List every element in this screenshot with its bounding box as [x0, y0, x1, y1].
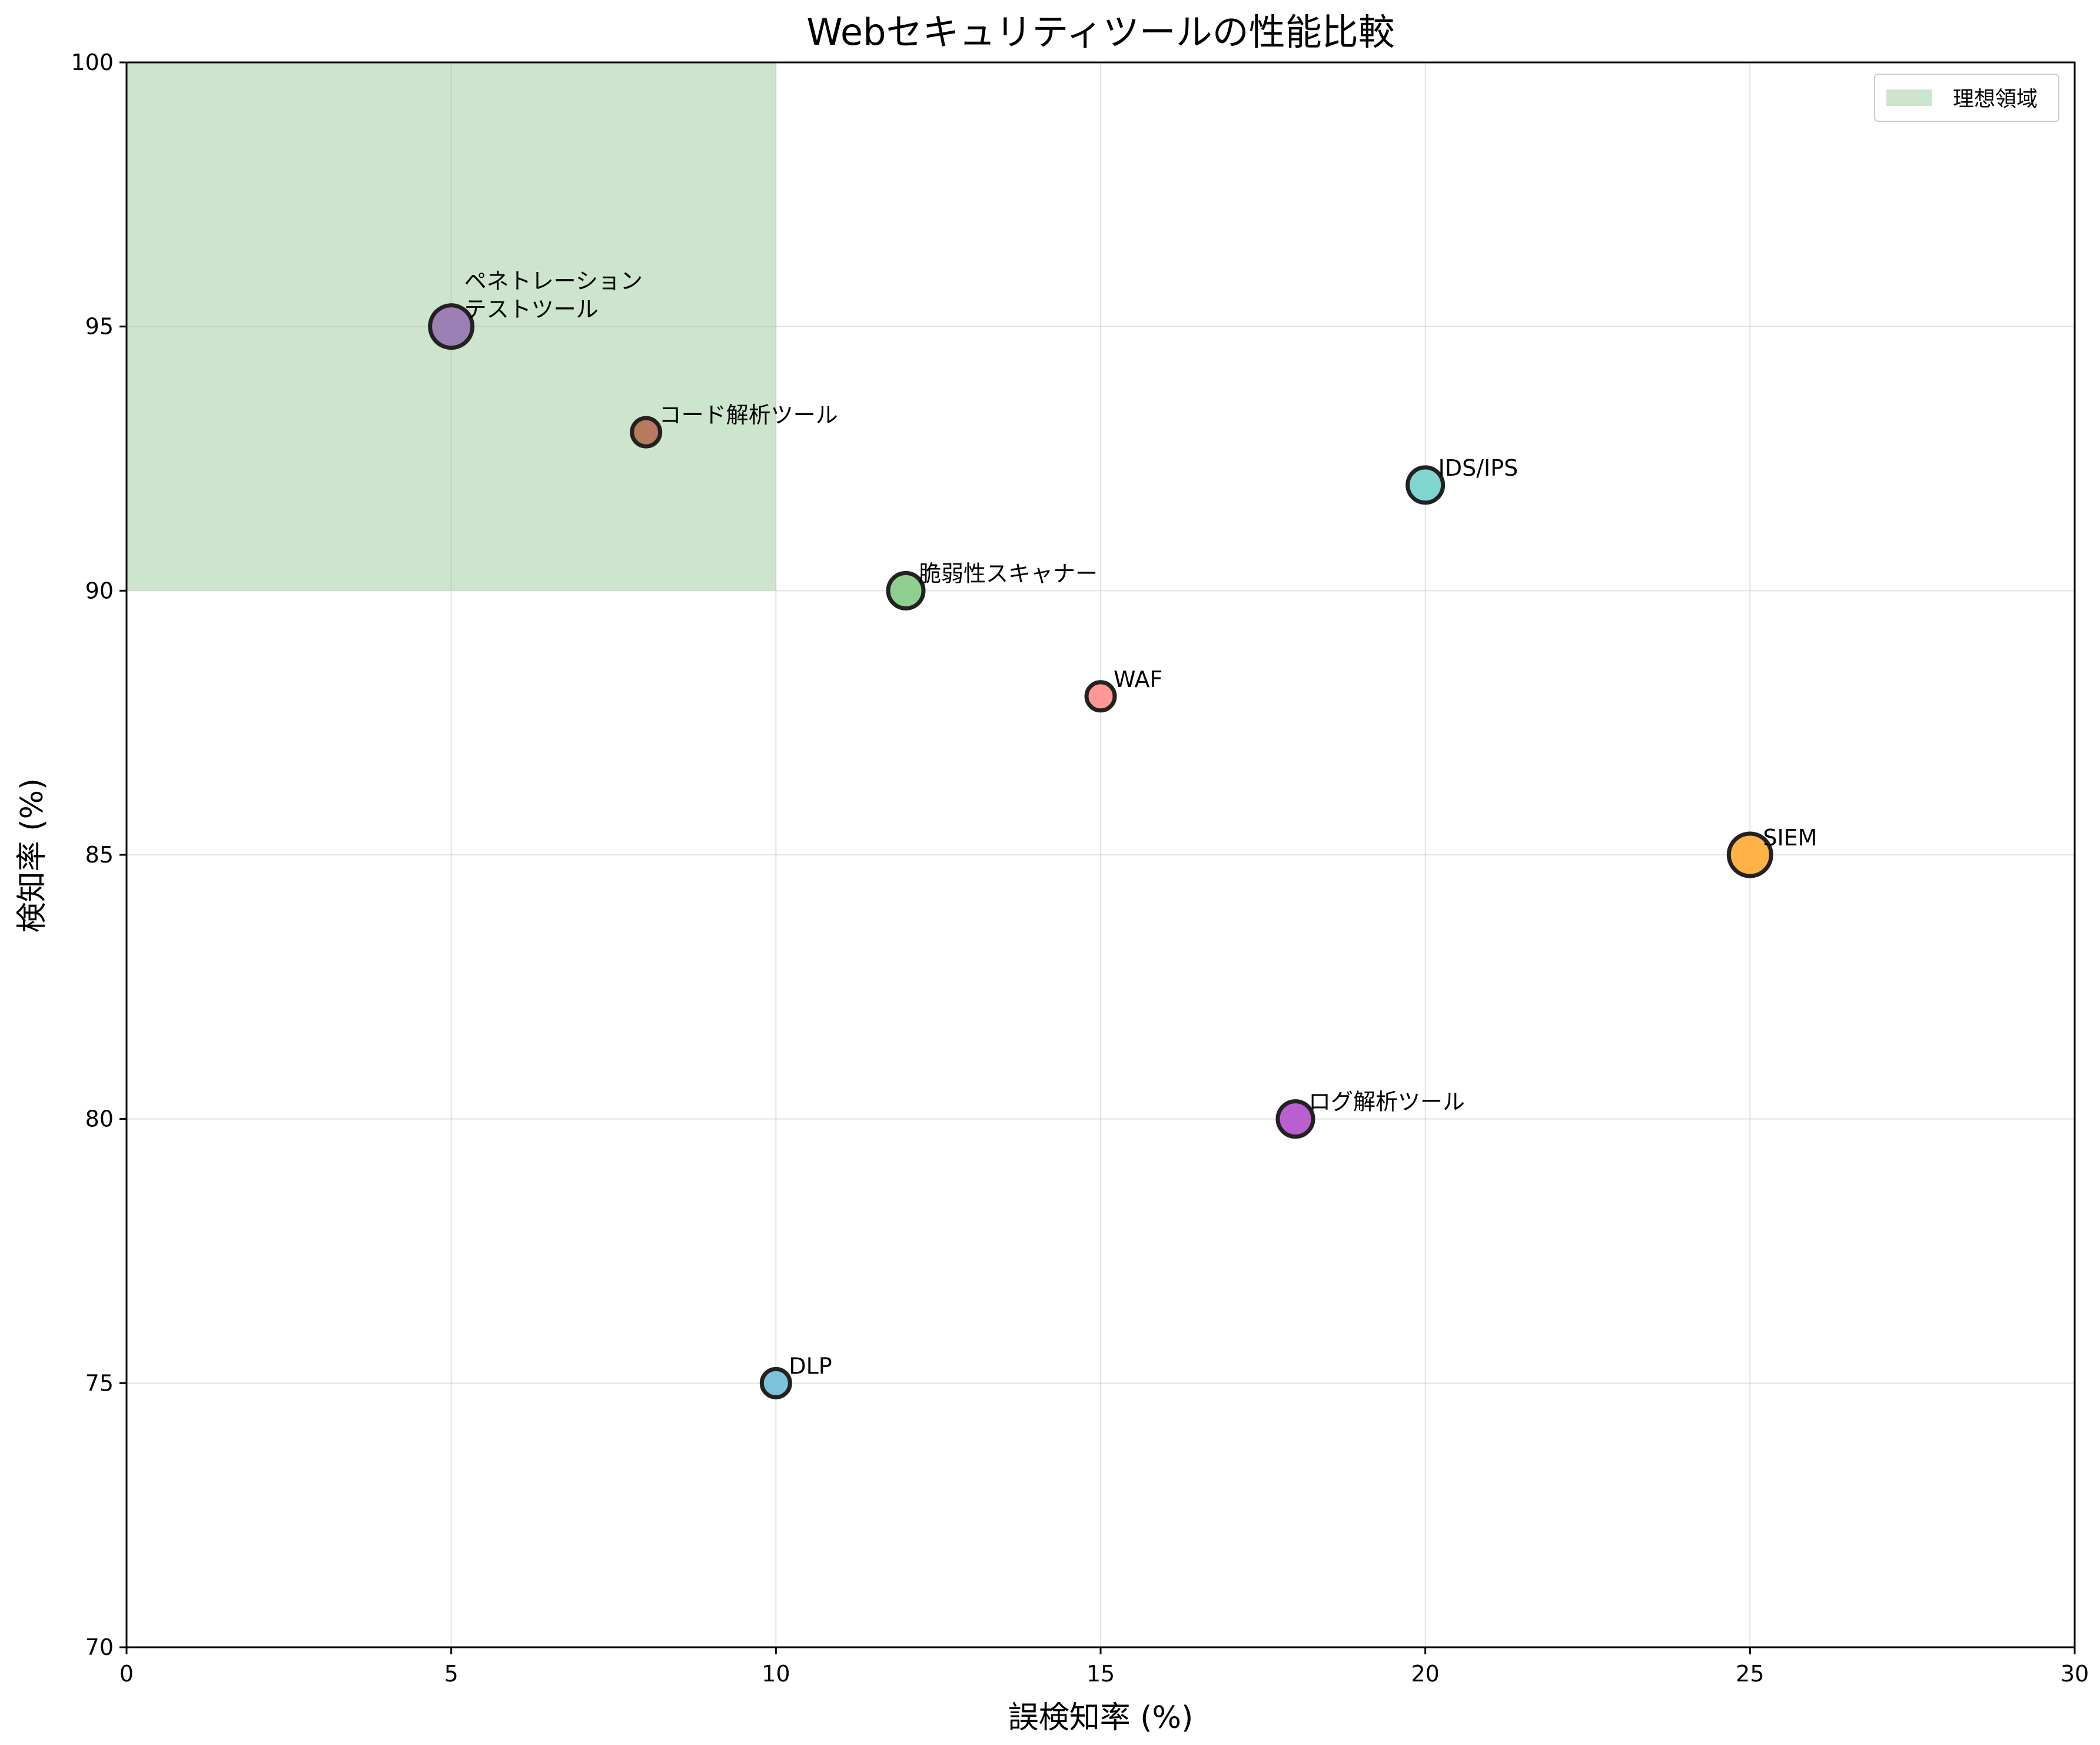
y-tick-label: 80: [85, 1106, 114, 1132]
point-label: WAF: [1114, 666, 1162, 692]
legend-label: 理想領域: [1953, 87, 2038, 111]
y-tick-label: 70: [85, 1634, 114, 1660]
point-label: SIEM: [1763, 825, 1817, 851]
data-point: [1405, 465, 1446, 505]
legend: 理想領域: [1874, 74, 2059, 122]
data-point: [1726, 831, 1773, 878]
y-tick-label: 90: [85, 578, 114, 603]
point-label: IDS/IPS: [1438, 455, 1518, 481]
data-point: [886, 570, 926, 611]
legend-swatch: [1886, 89, 1932, 106]
data-point: [759, 1366, 792, 1399]
x-tick-label: 10: [762, 1661, 790, 1687]
y-tick-label: 95: [85, 314, 114, 340]
x-axis-title: 誤検知率 (%): [1008, 1700, 1194, 1736]
y-tick-label: 75: [85, 1370, 114, 1396]
y-axis-title: 検知率 (%): [15, 778, 50, 933]
x-tick-label: 0: [119, 1661, 134, 1687]
x-tick-label: 20: [1411, 1661, 1439, 1687]
data-point: [1275, 1099, 1315, 1139]
data-point: [1084, 680, 1117, 713]
point-label: 脆弱性スキャナー: [919, 560, 1098, 586]
data-point: [630, 416, 663, 449]
x-tick-label: 25: [1736, 1661, 1764, 1687]
point-label: DLP: [789, 1353, 832, 1379]
x-tick-label: 30: [2061, 1661, 2089, 1687]
data-point: [428, 303, 475, 350]
chart-title: Webセキュリティツールの性能比較: [806, 11, 1394, 54]
legend-box: [1874, 74, 2059, 122]
x-tick-label: 5: [444, 1661, 458, 1687]
y-tick-label: 100: [71, 49, 114, 75]
point-label: テストツール: [464, 297, 599, 323]
y-tick-label: 85: [85, 842, 114, 868]
x-tick-label: 15: [1086, 1661, 1115, 1687]
point-label: ログ解析ツール: [1308, 1089, 1465, 1115]
point-label: ペネトレーション: [464, 268, 643, 294]
point-label: コード解析ツール: [659, 402, 838, 428]
